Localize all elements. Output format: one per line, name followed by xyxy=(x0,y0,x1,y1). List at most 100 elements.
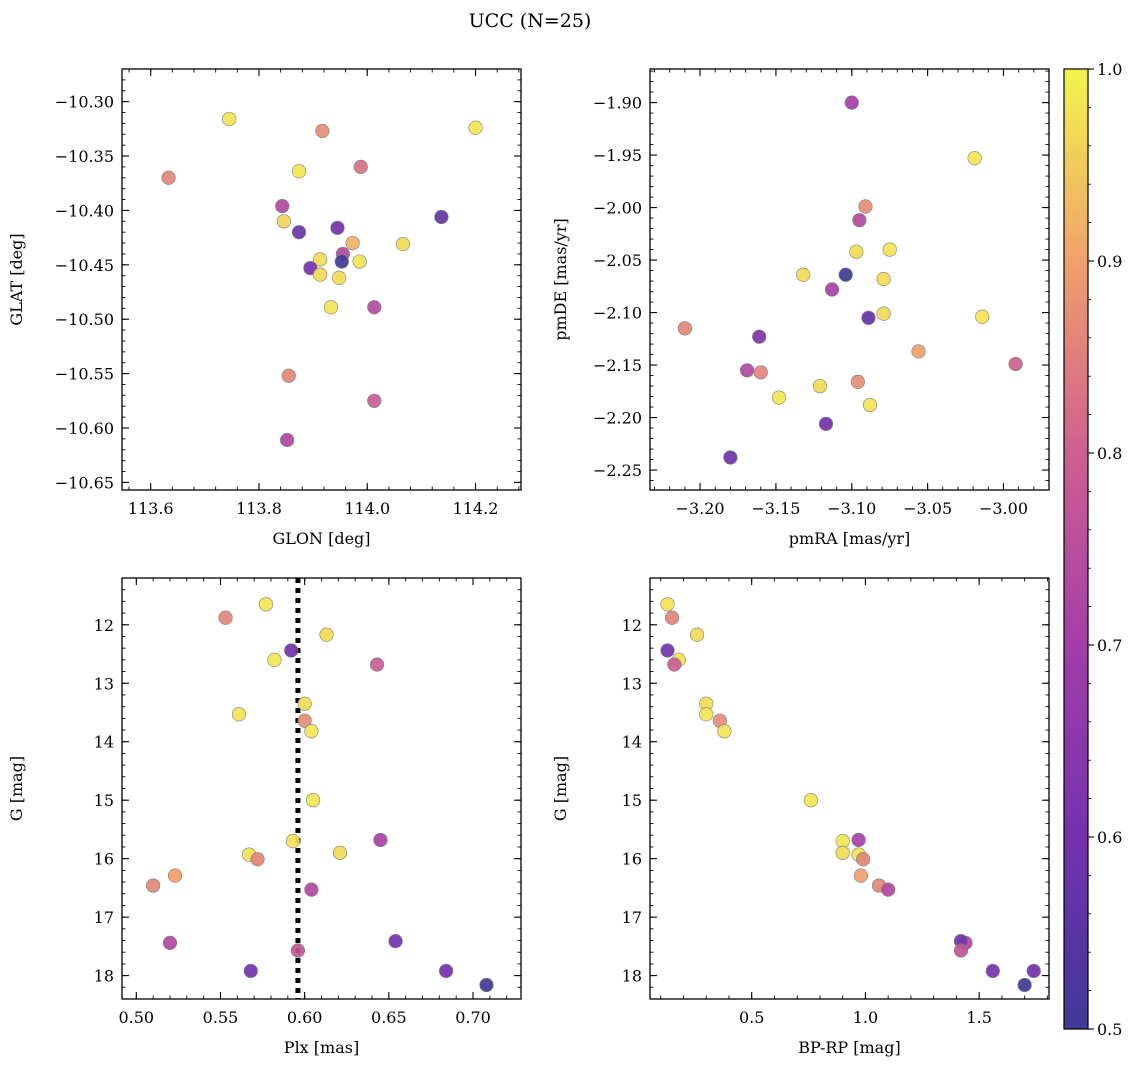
scatter-point xyxy=(1017,977,1032,993)
scatter-point xyxy=(290,943,306,958)
scatter-point xyxy=(818,416,834,431)
y-axis-label: G [mag] xyxy=(551,756,570,821)
y-tick-label: 18 xyxy=(94,967,114,986)
scatter-point xyxy=(438,963,454,979)
scatter-point xyxy=(911,344,926,359)
scatter-point xyxy=(753,365,768,380)
scatter-point xyxy=(281,368,296,383)
scatter-point xyxy=(882,242,897,257)
scatter-point xyxy=(395,237,411,252)
x-tick-label: 114.2 xyxy=(453,499,499,518)
scatter-point xyxy=(276,214,291,229)
x-tick-label: 113.6 xyxy=(128,499,174,518)
plot-frame xyxy=(649,68,1050,491)
scatter-point xyxy=(258,597,274,612)
scatter-point xyxy=(332,845,348,860)
scatter-point xyxy=(699,707,714,722)
y-tick-label: −2.05 xyxy=(593,251,642,270)
scatter-point xyxy=(739,363,755,378)
scatter-point xyxy=(352,254,367,269)
x-axis-label: pmRA [mas/yr] xyxy=(789,529,911,548)
scatter-point xyxy=(218,610,233,625)
y-tick-label: −10.30 xyxy=(55,93,114,112)
scatter-point xyxy=(291,225,307,240)
colorbar-tick-label: 0.5 xyxy=(1097,1020,1122,1039)
y-tick-label: −2.20 xyxy=(593,409,642,428)
y-tick-label: 15 xyxy=(622,791,642,810)
scatter-point xyxy=(824,282,840,297)
scatter-point xyxy=(304,882,319,897)
scatter-point xyxy=(953,943,969,958)
scatter-point xyxy=(388,934,403,949)
x-tick-label: −3.00 xyxy=(979,499,1028,518)
colorbar-tick-label: 0.7 xyxy=(1097,636,1122,655)
scatter-point xyxy=(752,329,767,344)
scatter-point xyxy=(856,852,871,867)
plot-frame xyxy=(649,577,1050,1000)
y-tick-label: −2.00 xyxy=(593,199,642,218)
scatter-point xyxy=(250,852,265,867)
scatter-point xyxy=(975,309,990,324)
scatter-point xyxy=(876,306,891,321)
scatter-point xyxy=(367,393,382,408)
y-tick-label: −1.90 xyxy=(593,94,642,113)
y-tick-label: 16 xyxy=(94,850,114,869)
y-tick-label: −10.45 xyxy=(55,256,114,275)
scatter-point xyxy=(862,397,878,413)
y-tick-label: 12 xyxy=(622,616,642,635)
colorbar-tick-label: 0.9 xyxy=(1097,252,1122,271)
scatter-point xyxy=(146,878,161,893)
scatter-point xyxy=(1026,963,1041,979)
scatter-point xyxy=(167,868,183,883)
y-axis-label: G [mag] xyxy=(7,756,26,821)
y-tick-label: 17 xyxy=(94,908,114,927)
x-axis-label: BP-RP [mag] xyxy=(798,1038,900,1057)
scatter-point xyxy=(838,267,853,282)
scatter-point xyxy=(162,935,178,950)
scatter-point xyxy=(330,220,345,235)
scatter-point xyxy=(852,213,867,228)
scatter-point xyxy=(876,271,891,287)
scatter-point xyxy=(284,643,299,658)
panel-4: 0.5 1.0 1.5 12 13 14 15 16 17 18 BP-RP [mag] G [mag… xyxy=(551,577,1050,1057)
colorbar-gradient xyxy=(1063,68,1089,1030)
scatter-point xyxy=(468,120,483,135)
scatter-point xyxy=(861,310,876,325)
scatter-point xyxy=(844,95,859,110)
y-tick-label: −10.50 xyxy=(55,310,114,329)
y-tick-label: −10.60 xyxy=(55,419,114,438)
scatter-point xyxy=(858,199,873,214)
scatter-point xyxy=(812,378,828,394)
scatter-point xyxy=(723,450,738,465)
y-tick-label: −10.40 xyxy=(55,201,114,220)
y-tick-label: −2.10 xyxy=(593,304,642,323)
x-tick-label: 1.5 xyxy=(966,1008,991,1027)
scatter-point xyxy=(853,868,868,883)
scatter-point xyxy=(850,374,865,389)
x-tick-label: 114.0 xyxy=(344,499,390,518)
x-axis-label: GLON [deg] xyxy=(272,529,370,548)
scatter-point xyxy=(967,151,982,166)
y-tick-label: 14 xyxy=(94,733,114,752)
scatter-point xyxy=(369,657,385,672)
scatter-point xyxy=(434,209,449,225)
panel-3: 0.50 0.55 0.60 0.65 0.70 12 13 14 15 16 17 18 Plx [m… xyxy=(7,577,522,1057)
figure-title: UCC (N=25) xyxy=(469,10,592,32)
x-tick-label: 0.50 xyxy=(118,1008,154,1027)
scatter-point xyxy=(297,696,312,711)
scatter-point xyxy=(803,793,818,808)
x-tick-label: −3.20 xyxy=(676,499,725,518)
x-tick-label: −3.05 xyxy=(903,499,952,518)
y-tick-label: −1.95 xyxy=(593,146,642,165)
colorbar-tick-label: 0.8 xyxy=(1097,444,1122,463)
scatter-point xyxy=(222,111,237,127)
scatter-point xyxy=(267,652,282,667)
y-tick-label: −10.35 xyxy=(55,147,114,166)
y-tick-label: 17 xyxy=(622,908,642,927)
scatter-point xyxy=(479,977,494,993)
scatter-point xyxy=(353,159,368,175)
colorbar-tick-label: 1.0 xyxy=(1097,60,1122,79)
x-tick-label: 0.70 xyxy=(455,1008,491,1027)
y-tick-label: −2.15 xyxy=(593,356,642,375)
